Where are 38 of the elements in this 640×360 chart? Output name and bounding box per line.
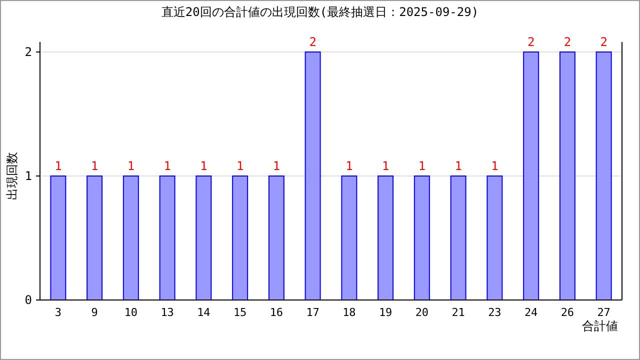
data-label: 1 [491, 159, 498, 173]
x-tick-label: 15 [233, 306, 247, 319]
data-label: 1 [127, 159, 135, 173]
x-tick-label: 13 [160, 306, 174, 319]
data-label: 1 [272, 159, 280, 173]
x-axis-title: 合計値 [582, 319, 618, 333]
x-tick-label: 23 [488, 306, 502, 319]
data-label: 2 [600, 35, 608, 49]
x-tick-label: 19 [378, 306, 392, 319]
data-label: 1 [90, 159, 98, 173]
data-label: 1 [200, 159, 208, 173]
x-tick-label: 20 [415, 306, 429, 319]
x-tick-label: 9 [91, 306, 98, 319]
data-label: 1 [454, 159, 462, 173]
data-label: 1 [346, 159, 353, 173]
x-tick-label: 21 [452, 306, 465, 319]
data-label: 2 [564, 35, 572, 49]
data-label: 1 [382, 159, 390, 173]
data-label: 2 [527, 35, 535, 49]
x-tick-label: 17 [306, 306, 320, 319]
data-label: 1 [164, 159, 171, 173]
y-tick-label: 0 [24, 293, 32, 307]
data-label: 1 [236, 159, 244, 173]
x-tick-label: 18 [342, 306, 356, 319]
data-label: 1 [54, 159, 62, 173]
chart-title: 直近20回の合計値の出現回数(最終抽選日：2025-09-29) [161, 5, 479, 19]
y-tick-label: 1 [24, 169, 32, 183]
x-tick-label: 10 [124, 306, 138, 319]
y-axis-title: 出現回数 [5, 152, 19, 200]
x-tick-label: 24 [524, 306, 538, 319]
y-tick-label: 2 [24, 45, 32, 59]
data-label: 1 [418, 159, 426, 173]
x-tick-label: 14 [197, 306, 211, 319]
x-tick-label: 27 [597, 306, 610, 319]
x-tick-label: 26 [560, 306, 574, 319]
x-tick-label: 16 [270, 306, 284, 319]
x-tick-label: 3 [54, 306, 62, 319]
data-label: 2 [309, 35, 316, 49]
